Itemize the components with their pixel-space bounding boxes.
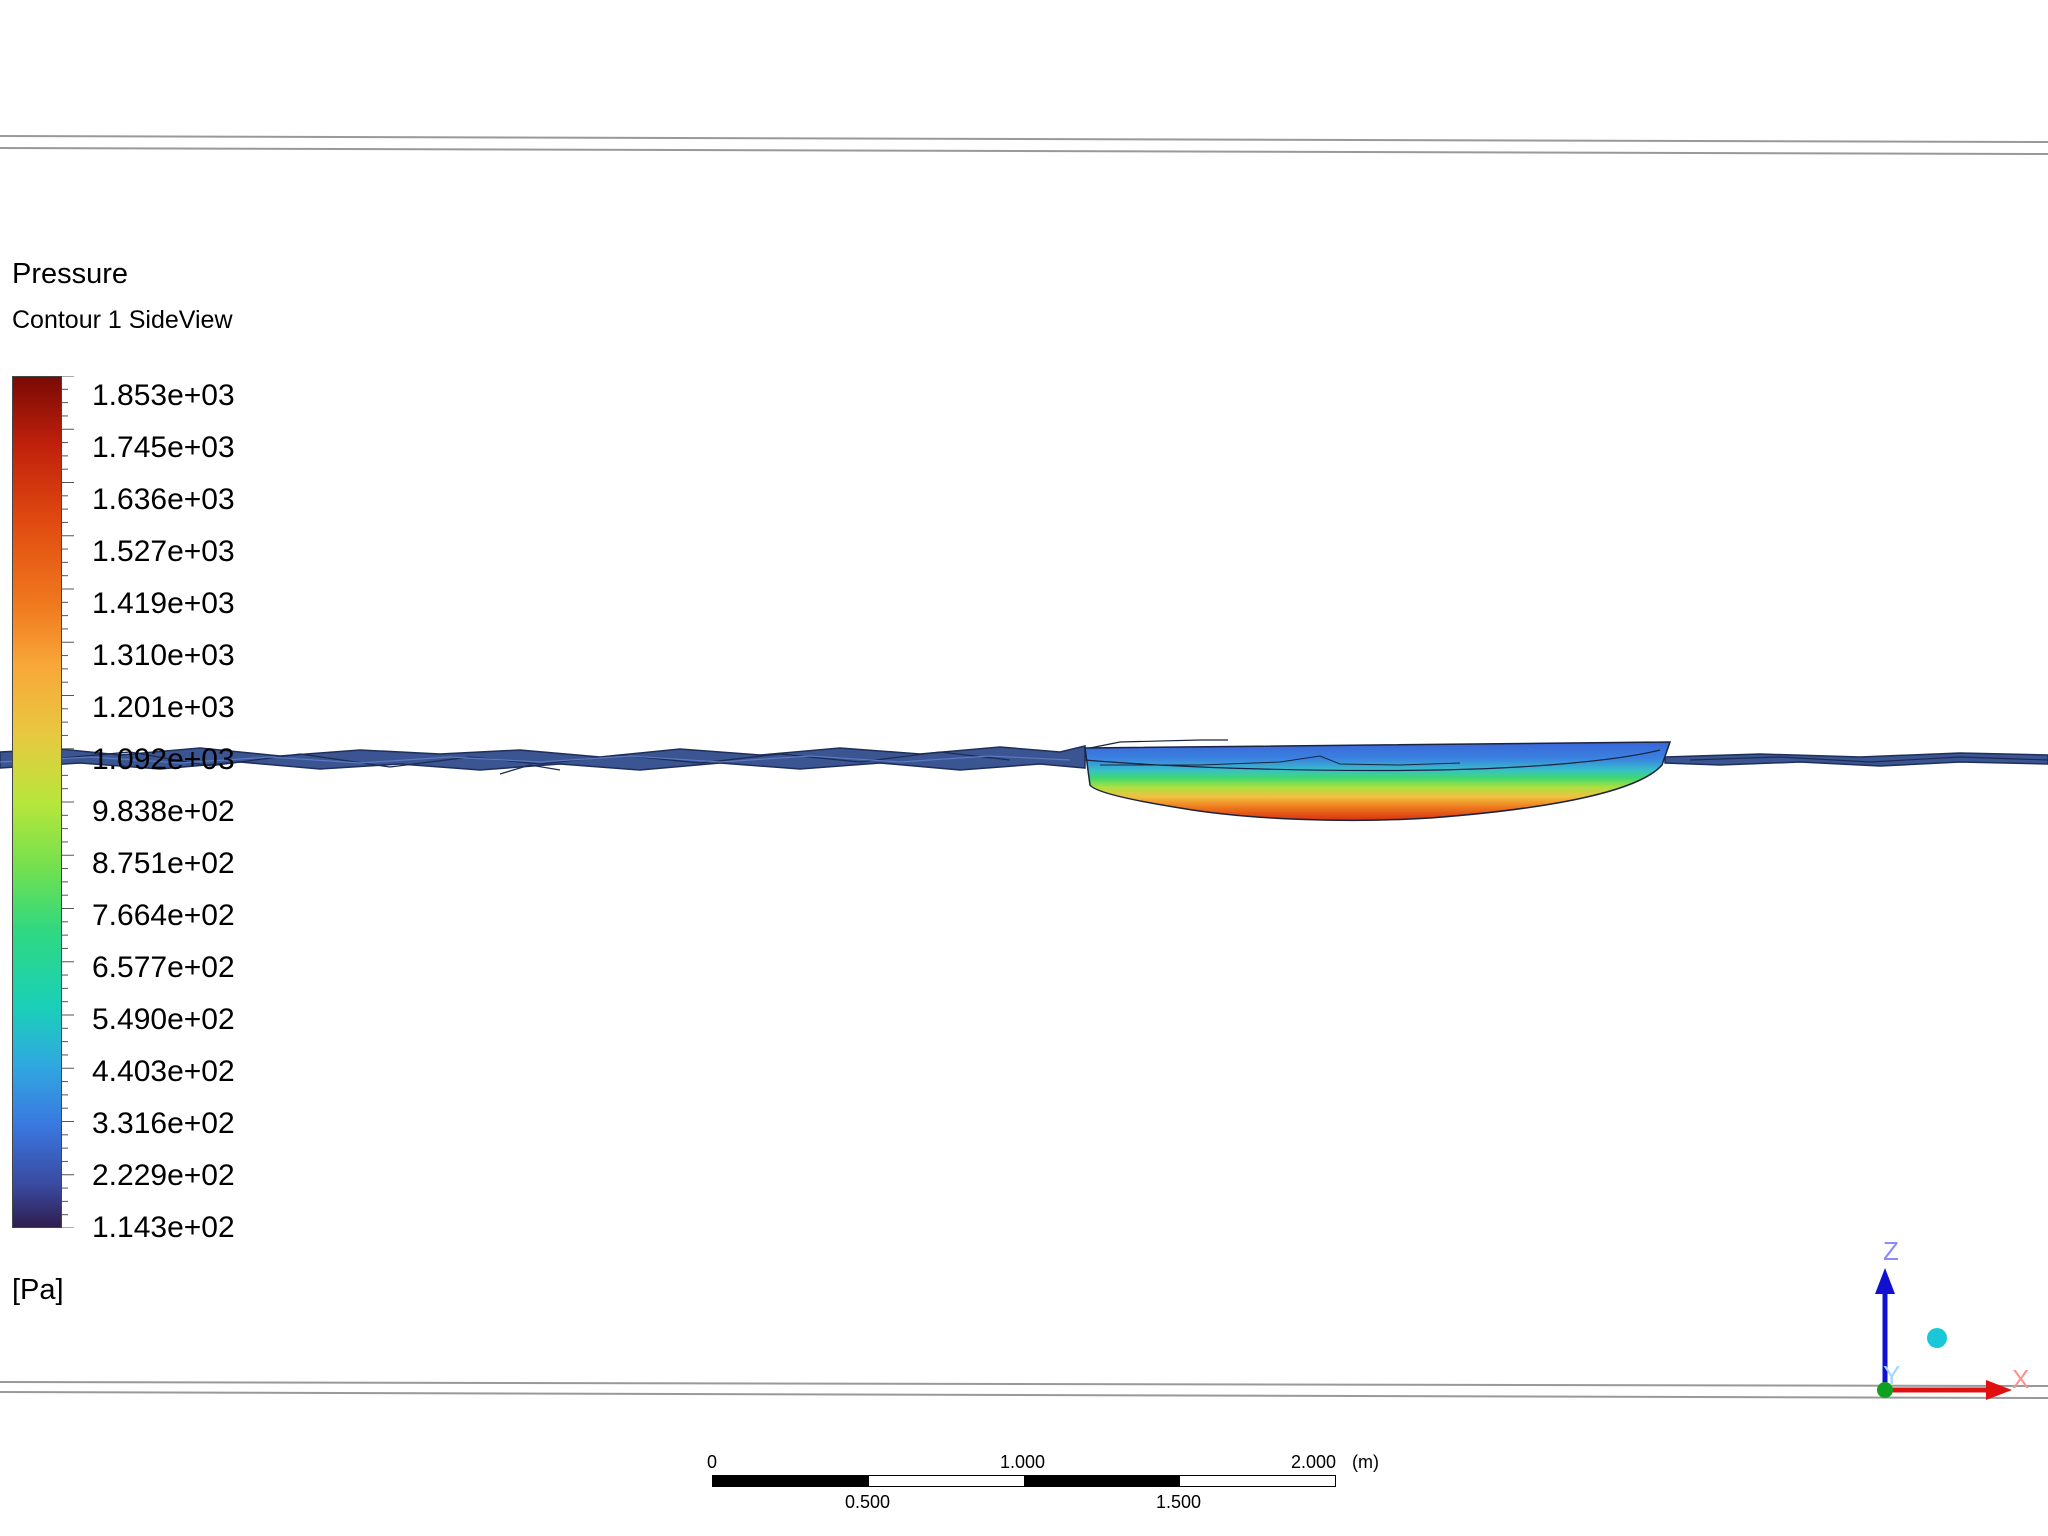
scale-label-top: 1.000 [1000,1452,1046,1472]
legend-value: 2.229e+02 [92,1159,235,1192]
legend-value: 1.527e+03 [92,535,235,568]
legend-ticks [62,376,74,1228]
legend-value: 3.316e+02 [92,1107,235,1140]
legend-value: 1.092e+03 [92,743,235,776]
scale-label-top: 0 [707,1452,718,1472]
legend-value: 9.838e+02 [92,795,235,828]
legend-title: Pressure [12,258,129,290]
x-axis-label: X [2012,1364,2030,1394]
y-axis-label: Y [1883,1360,1901,1390]
legend-value: 1.636e+03 [92,483,235,516]
legend-value: 1.201e+03 [92,691,235,724]
legend-value: 6.577e+02 [92,951,235,984]
legend-value: 8.751e+02 [92,847,235,880]
legend-value: 1.143e+02 [92,1211,235,1244]
legend-value: 1.745e+03 [92,431,235,464]
legend-value: 4.403e+02 [92,1055,235,1088]
legend-value: 5.490e+02 [92,1003,235,1036]
legend-value: 1.853e+03 [92,379,235,412]
scale-label-top: 2.000 [1291,1452,1337,1472]
scale-bar [712,1475,1336,1487]
scale-bar-segment [713,1476,869,1486]
scale-label-bottom: 1.500 [1156,1492,1202,1512]
legend-value: 1.310e+03 [92,639,235,672]
legend-value: 7.664e+02 [92,899,235,932]
scale-label-bottom: 0.500 [845,1492,891,1512]
legend-unit: [Pa] [12,1274,64,1306]
legend-color-bar [12,376,62,1228]
z-axis-label: Z [1883,1236,1899,1266]
legend-value: 1.419e+03 [92,587,235,620]
axes-triad[interactable] [1840,1230,2048,1410]
scale-bar-segment [1024,1476,1180,1486]
scale-unit: (m) [1352,1452,1379,1472]
legend-subtitle: Contour 1 SideView [12,306,233,334]
